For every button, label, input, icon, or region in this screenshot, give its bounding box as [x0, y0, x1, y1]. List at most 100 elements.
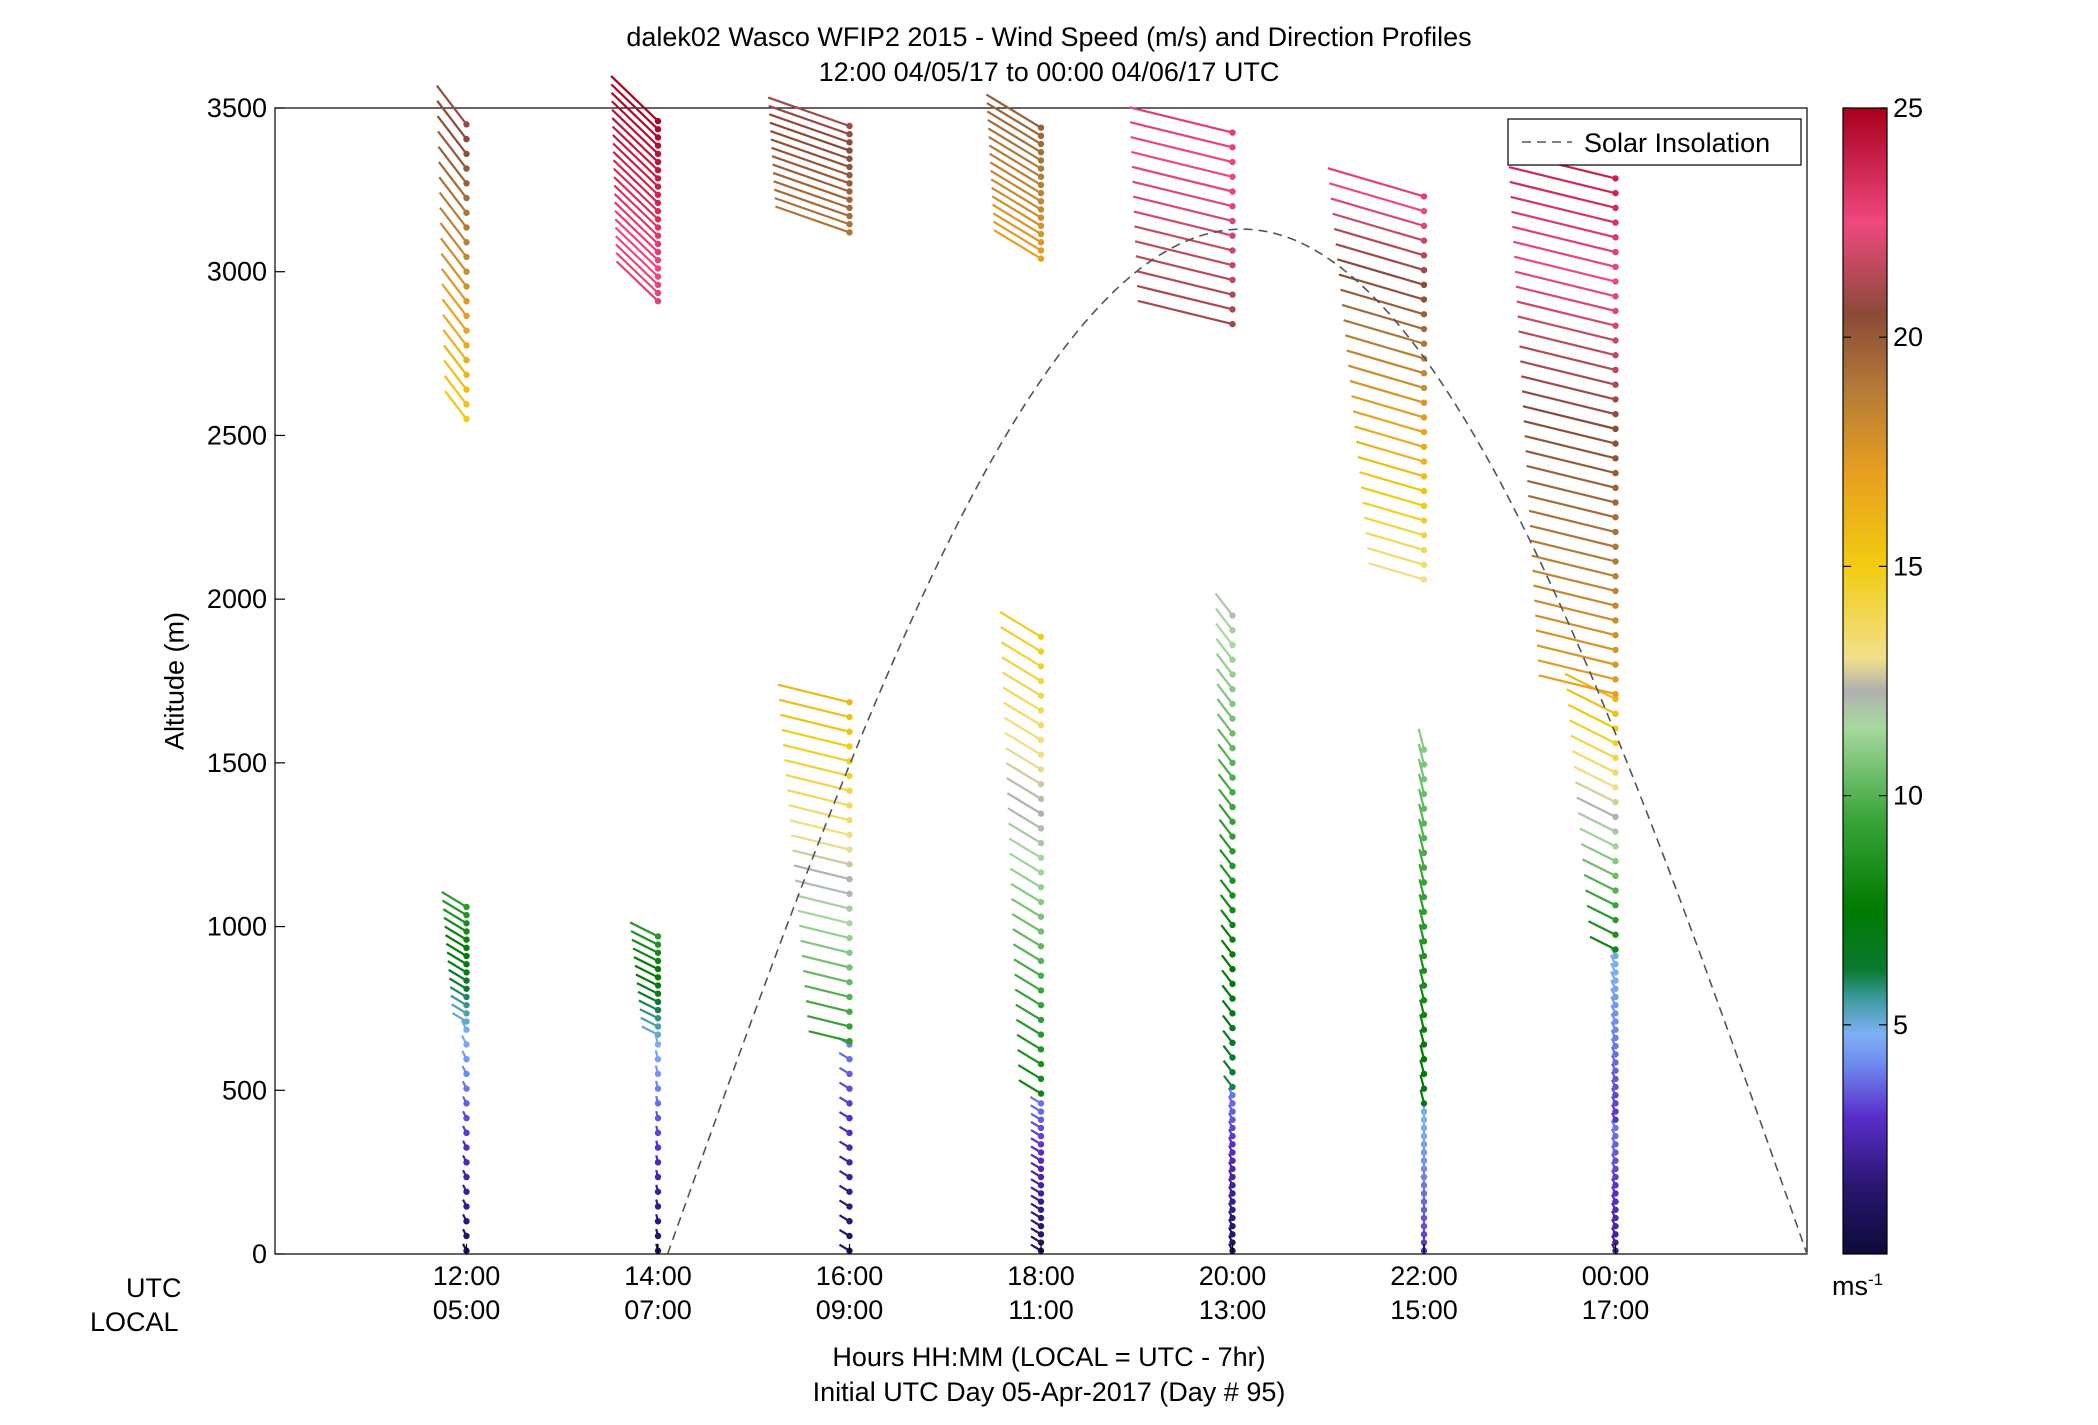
wind-barb: [612, 159, 659, 204]
wind-barb-point: [1037, 957, 1045, 965]
wind-barb: [615, 260, 659, 302]
wind-barb: [1010, 882, 1042, 903]
wind-barb: [1509, 180, 1616, 209]
wind-barb-point: [846, 802, 853, 809]
wind-barb-point: [1612, 248, 1619, 256]
wind-barb: [1576, 796, 1616, 818]
wind-barb-point: [846, 1129, 853, 1137]
wind-barb-point: [1037, 149, 1045, 156]
wind-barb-point: [1037, 1231, 1045, 1238]
wind-barb-point: [1037, 1222, 1045, 1230]
wind-barb: [1418, 818, 1426, 839]
wind-barb: [611, 108, 659, 155]
wind-barb-point: [1229, 892, 1236, 899]
wind-barb: [1216, 683, 1234, 705]
wind-barb-point: [1420, 576, 1428, 583]
wind-barb-point: [846, 122, 853, 130]
wind-barb-point: [463, 1114, 470, 1122]
wind-barb-point: [1612, 769, 1619, 776]
wind-barb-point: [1612, 798, 1619, 806]
wind-barb-point: [846, 699, 853, 706]
wind-barb-point: [1037, 1157, 1045, 1164]
wind-barb-point: [463, 1070, 470, 1078]
wind-barb: [807, 1015, 850, 1028]
wind-barb-point: [654, 1070, 662, 1078]
wind-barb-point: [654, 982, 662, 989]
wind-barb-point: [654, 998, 662, 1006]
wind-barb: [1519, 345, 1616, 372]
wind-barb: [1586, 904, 1616, 922]
wind-barb: [989, 161, 1042, 195]
wind-barb-point: [463, 312, 470, 320]
wind-barb: [991, 195, 1042, 227]
wind-barb: [1524, 435, 1616, 460]
wind-barb-point: [1420, 1173, 1428, 1181]
wind-barb: [1011, 897, 1042, 918]
wind-barb-point: [1229, 144, 1236, 151]
wind-barb: [808, 1030, 850, 1043]
x-tick-label-utc: 18:00: [1007, 1261, 1075, 1291]
wind-barb-point: [846, 1023, 853, 1030]
wind-barb-point: [846, 1159, 853, 1166]
wind-barb: [1218, 833, 1234, 852]
wind-barb: [767, 96, 850, 128]
wind-barb-point: [1037, 255, 1045, 262]
wind-barb-point: [654, 232, 662, 239]
wind-barb-point: [1612, 1149, 1619, 1156]
wind-barb-point: [654, 1203, 662, 1210]
wind-barb-point: [1229, 1190, 1236, 1197]
wind-barb-point: [463, 1232, 470, 1240]
wind-barb-point: [1229, 759, 1236, 767]
wind-barb-point: [1229, 627, 1236, 634]
wind-barb-point: [1612, 602, 1619, 609]
y-tick-label: 3500: [207, 93, 267, 123]
wind-barb-point: [463, 903, 470, 911]
wind-barb: [1219, 879, 1234, 897]
wind-barb: [1529, 524, 1616, 548]
wind-barb: [1215, 637, 1234, 661]
wind-barb: [788, 804, 850, 822]
wind-barb: [1335, 243, 1425, 272]
wind-barb: [1216, 713, 1234, 735]
wind-barb-point: [1229, 129, 1236, 136]
wind-barb-point: [1420, 340, 1428, 347]
y-tick-label: 1000: [207, 912, 267, 942]
wind-barb-point: [654, 974, 662, 981]
wind-barb-point: [1612, 587, 1619, 595]
wind-barb-point: [1420, 1132, 1428, 1140]
wind-barb: [438, 191, 468, 229]
wind-barb-point: [463, 1188, 470, 1195]
wind-barb-point: [846, 1008, 853, 1015]
wind-barb-point: [1229, 656, 1236, 663]
wind-barb-point: [1229, 188, 1236, 195]
wind-barb: [1589, 935, 1616, 951]
wind-barb-point: [654, 216, 662, 223]
wind-barb: [444, 934, 468, 949]
wind-barb-point: [1229, 1173, 1236, 1181]
wind-barb-point: [654, 281, 662, 289]
wind-barb-point: [1420, 458, 1428, 465]
wind-barb-point: [1037, 648, 1045, 655]
wind-barb: [1000, 641, 1042, 668]
wind-barb-point: [1037, 165, 1045, 172]
wind-barb-point: [1420, 487, 1428, 495]
wind-barb: [1517, 315, 1616, 342]
wind-barb-point: [1229, 921, 1236, 929]
wind-barb-point: [1229, 951, 1236, 958]
wind-barb: [635, 973, 659, 987]
wind-barb-point: [463, 209, 470, 216]
wind-barb-point: [1420, 1041, 1428, 1048]
wind-barb-point: [1420, 776, 1428, 783]
wind-barb: [1131, 165, 1233, 193]
wind-barb-point: [463, 386, 470, 393]
wind-barb: [770, 138, 850, 168]
wind-barb-point: [846, 787, 853, 794]
wind-barb-point: [846, 1070, 853, 1078]
wind-barb-point: [1612, 857, 1619, 865]
y-axis: 0 500 1000 1500 2000 2500 3000 3500: [207, 93, 285, 1269]
wind-barb: [992, 212, 1042, 244]
colorbar-ticks: 5 10 15 20 25: [1843, 93, 1923, 1040]
wind-barb: [1513, 240, 1616, 268]
wind-barb: [439, 207, 468, 243]
x-tick-label-local: 13:00: [1199, 1295, 1267, 1325]
